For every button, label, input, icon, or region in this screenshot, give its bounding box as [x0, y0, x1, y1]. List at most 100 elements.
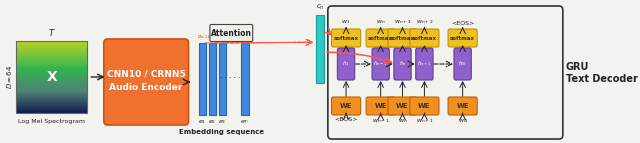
Bar [17, 45, 88, 46]
Bar [17, 46, 88, 47]
Text: $h_N$: $h_N$ [458, 59, 467, 68]
Text: <BOS>: <BOS> [334, 117, 358, 122]
Bar [17, 102, 88, 103]
Bar [17, 86, 88, 87]
Bar [17, 110, 88, 111]
Text: WE: WE [456, 103, 469, 109]
Bar [17, 104, 88, 105]
Bar [17, 47, 88, 48]
Bar [17, 76, 88, 77]
Bar [17, 98, 88, 99]
Text: $w_{n+2}$: $w_{n+2}$ [415, 18, 433, 26]
FancyBboxPatch shape [416, 48, 433, 80]
FancyBboxPatch shape [388, 29, 417, 47]
Text: CNN10 / CRNN5: CNN10 / CRNN5 [107, 69, 186, 79]
Bar [17, 109, 88, 110]
Bar [17, 78, 88, 79]
Bar [17, 63, 88, 64]
Bar [17, 85, 88, 86]
Text: · · · · ·: · · · · · [220, 75, 241, 81]
FancyBboxPatch shape [410, 97, 439, 115]
Text: softmax: softmax [450, 35, 475, 40]
Text: $T$: $T$ [48, 27, 56, 38]
Bar [17, 66, 88, 67]
Text: $w_{n+1}$: $w_{n+1}$ [394, 18, 412, 26]
Bar [17, 44, 88, 45]
Text: softmax: softmax [390, 35, 415, 40]
Bar [17, 62, 88, 63]
Bar [17, 54, 88, 55]
Text: $w_{n+1}$: $w_{n+1}$ [415, 117, 433, 125]
Bar [17, 75, 88, 76]
Bar [17, 60, 88, 61]
Bar [17, 73, 88, 74]
Bar [17, 111, 88, 112]
Bar [17, 49, 88, 50]
Text: $e_{T^{\prime}}$: $e_{T^{\prime}}$ [240, 118, 250, 126]
Text: $h_{n+1}$: $h_{n+1}$ [417, 59, 432, 68]
Text: $e_3$: $e_3$ [218, 118, 227, 126]
Bar [17, 72, 88, 73]
FancyBboxPatch shape [337, 48, 355, 80]
Text: $e_2$: $e_2$ [208, 118, 216, 126]
Bar [209, 43, 216, 115]
Bar [17, 90, 88, 91]
Text: Text Decoder: Text Decoder [566, 75, 637, 85]
Bar [17, 65, 88, 66]
Bar [17, 64, 88, 65]
Bar [17, 55, 88, 56]
FancyBboxPatch shape [448, 97, 477, 115]
Bar [17, 77, 88, 78]
Bar [17, 87, 88, 88]
Bar [17, 41, 88, 42]
FancyBboxPatch shape [210, 24, 253, 41]
Bar [17, 81, 88, 82]
Bar [17, 107, 88, 108]
Text: $w_N$: $w_N$ [458, 117, 468, 125]
Bar [17, 112, 88, 113]
Text: $w_n$: $w_n$ [376, 18, 385, 26]
Text: $\alpha_{n,3}$: $\alpha_{n,3}$ [217, 34, 228, 41]
FancyBboxPatch shape [454, 48, 471, 80]
Bar [17, 48, 88, 49]
FancyBboxPatch shape [366, 97, 396, 115]
Text: $\mathbf{X}$: $\mathbf{X}$ [45, 70, 58, 84]
Text: $\alpha_{n,2}$: $\alpha_{n,2}$ [207, 34, 218, 41]
FancyBboxPatch shape [372, 48, 389, 80]
Bar [17, 67, 88, 68]
Bar [316, 15, 324, 83]
Bar [17, 88, 88, 89]
Bar [17, 100, 88, 101]
Bar [17, 106, 88, 107]
Bar [17, 83, 88, 84]
Text: $h_n$: $h_n$ [399, 59, 406, 68]
Text: $w_1$: $w_1$ [341, 18, 351, 26]
Text: $w_{n-1}$: $w_{n-1}$ [372, 117, 390, 125]
Text: WE: WE [396, 103, 409, 109]
FancyBboxPatch shape [332, 29, 360, 47]
Text: GRU: GRU [566, 62, 589, 73]
Bar [17, 74, 88, 75]
Bar [17, 84, 88, 85]
Bar [17, 61, 88, 62]
FancyBboxPatch shape [332, 97, 360, 115]
Bar [17, 71, 88, 72]
Bar [17, 80, 88, 81]
Bar [17, 89, 88, 90]
Bar [17, 92, 88, 93]
Text: $w_n$: $w_n$ [397, 117, 407, 125]
Bar [17, 91, 88, 92]
Bar [17, 69, 88, 70]
Text: Attention: Attention [211, 28, 252, 37]
Bar [17, 52, 88, 53]
FancyBboxPatch shape [410, 29, 439, 47]
FancyBboxPatch shape [448, 29, 477, 47]
Text: $\alpha_{n,1}$: $\alpha_{n,1}$ [196, 34, 207, 41]
Text: $c_n$: $c_n$ [316, 3, 324, 12]
Bar [17, 105, 88, 106]
Text: Audio Encoder: Audio Encoder [109, 84, 183, 93]
Text: <EOS>: <EOS> [451, 21, 474, 26]
Bar [17, 99, 88, 100]
Bar [17, 101, 88, 102]
Bar [17, 59, 88, 60]
